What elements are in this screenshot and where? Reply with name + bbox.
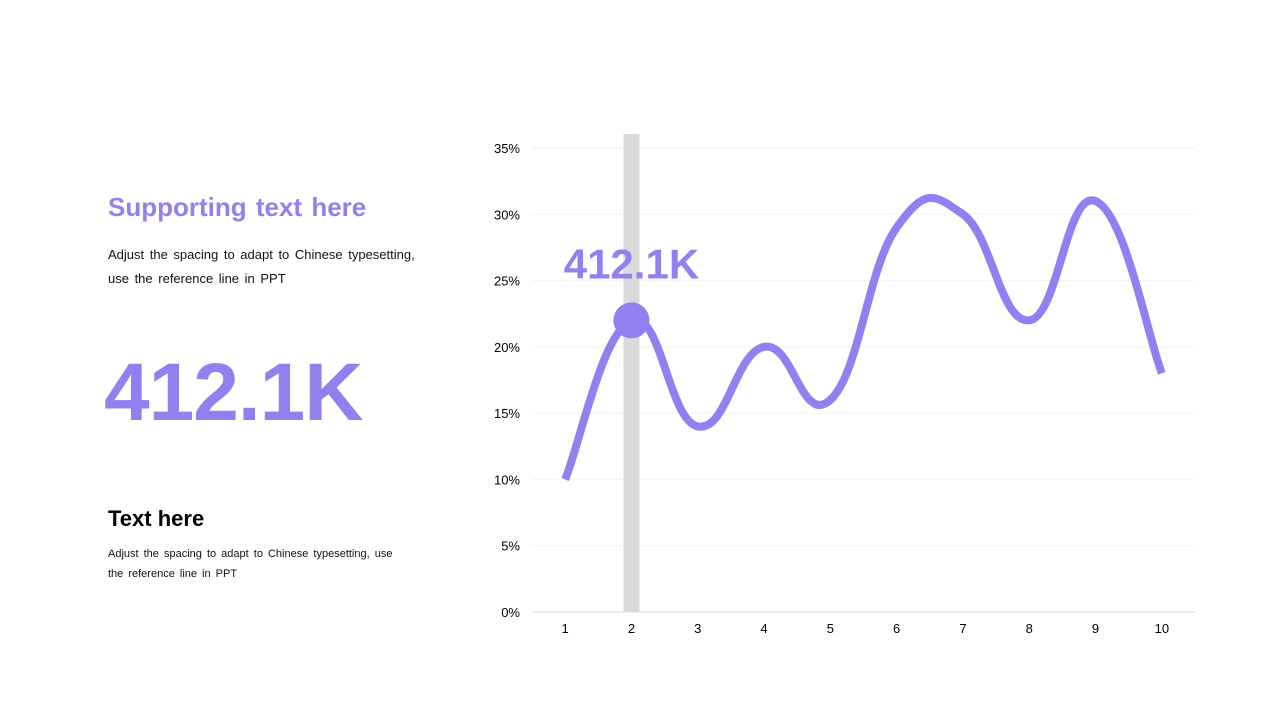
y-tick-label: 25% bbox=[494, 274, 520, 289]
x-tick-label: 7 bbox=[959, 621, 966, 636]
x-tick-label: 5 bbox=[827, 621, 834, 636]
y-tick-label: 15% bbox=[494, 406, 520, 421]
x-tick-label: 9 bbox=[1092, 621, 1099, 636]
y-tick-label: 5% bbox=[501, 539, 520, 554]
y-tick-label: 0% bbox=[501, 605, 520, 620]
big-number: 412.1K bbox=[104, 347, 363, 438]
y-tick-label: 20% bbox=[494, 340, 520, 355]
x-tick-label: 3 bbox=[694, 621, 701, 636]
x-tick-label: 1 bbox=[562, 621, 569, 636]
highlight-bar bbox=[623, 134, 640, 612]
supporting-title: Supporting text here bbox=[108, 192, 367, 222]
text-title: Text here bbox=[108, 506, 205, 531]
x-tick-label: 10 bbox=[1155, 621, 1169, 636]
line-chart: 0% 5% 10% 15% 20% 25% 30% 35% 1 2 3 4 5 6 7 8 9 10 412.1K bbox=[470, 120, 1220, 660]
x-tick-label: 6 bbox=[893, 621, 900, 636]
y-tick-label: 10% bbox=[494, 472, 520, 487]
highlight-value-label: 412.1K bbox=[564, 240, 699, 287]
x-tick-label: 4 bbox=[760, 621, 767, 636]
series-line bbox=[561, 193, 1166, 481]
text-body: Adjust the spacing to adapt to Chinese t… bbox=[108, 548, 393, 580]
y-tick-label: 35% bbox=[494, 141, 520, 156]
chart-svg: 0% 5% 10% 15% 20% 25% 30% 35% 1 2 3 4 5 6 7 8 9 10 412.1K bbox=[494, 134, 1195, 636]
y-tick-label: 30% bbox=[494, 207, 520, 222]
supporting-body-text: Adjust the spacing to adapt to Chinese t… bbox=[108, 247, 415, 286]
x-tick-label: 2 bbox=[628, 621, 635, 636]
highlight-point bbox=[613, 302, 650, 339]
left-panel: Supporting text here Adjust the spacing … bbox=[104, 0, 428, 720]
x-tick-label: 8 bbox=[1026, 621, 1033, 636]
